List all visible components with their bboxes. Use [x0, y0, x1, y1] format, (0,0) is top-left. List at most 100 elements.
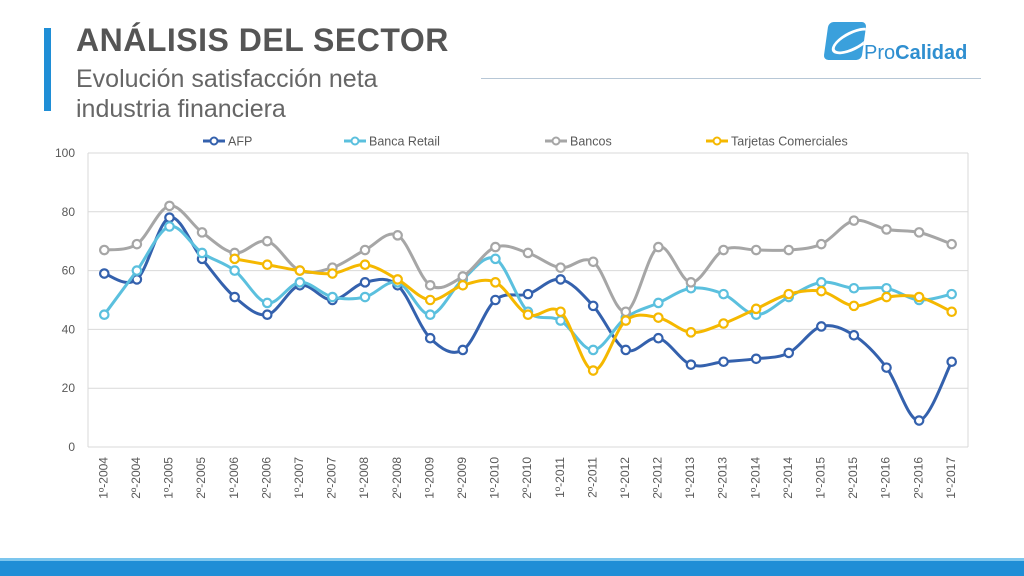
legend-item-afp: AFP: [203, 135, 252, 149]
legend-marker: [209, 136, 219, 146]
x-tick-label: 2º-2008: [390, 457, 404, 499]
data-point-tarjetas-comerciales: [848, 300, 860, 312]
data-point-bancos: [783, 244, 795, 256]
data-point-tarjetas-comerciales: [816, 285, 827, 297]
data-point-tarjetas-comerciales: [620, 315, 632, 326]
data-point-afp: [229, 291, 240, 303]
data-point-afp: [490, 294, 501, 306]
legend-marker: [712, 136, 722, 146]
data-point-tarjetas-comerciales: [359, 259, 371, 271]
data-point-bancos: [424, 279, 436, 291]
title-accent-bar: [44, 28, 51, 111]
legend-item-banca-retail: Banca Retail: [344, 135, 440, 149]
procalidad-logo: ProCalidad: [823, 20, 986, 68]
data-point-tarjetas-comerciales: [685, 327, 697, 338]
x-tick-label: 2º-2009: [455, 457, 469, 499]
data-point-tarjetas-comerciales: [555, 306, 566, 318]
data-point-tarjetas-comerciales: [783, 288, 795, 300]
x-tick-label: 2º-2010: [520, 457, 534, 499]
y-tick-label: 80: [62, 205, 76, 219]
data-point-bancos: [653, 241, 664, 253]
chart-series: [98, 200, 958, 426]
data-point-bancos: [457, 271, 469, 282]
slide-title: ANÁLISIS DEL SECTOR: [76, 22, 449, 58]
data-point-banca-retail: [718, 288, 729, 300]
data-point-afp: [685, 359, 697, 370]
data-point-bancos: [946, 238, 958, 250]
data-point-tarjetas-comerciales: [261, 259, 273, 271]
y-tick-label: 100: [55, 146, 75, 160]
y-tick-label: 0: [68, 440, 75, 454]
legend-label: Tarjetas Comerciales: [731, 135, 848, 149]
x-tick-label: 2º-2006: [259, 457, 273, 499]
data-point-tarjetas-comerciales: [653, 312, 664, 323]
x-tick-label: 2º-2014: [781, 457, 795, 499]
x-tick-label: 1º-2012: [618, 457, 632, 499]
x-tick-label: 2º-2011: [585, 457, 599, 498]
legend-label: AFP: [228, 135, 252, 149]
data-point-bancos: [718, 244, 729, 256]
data-point-banca-retail: [490, 253, 501, 265]
chart-legend: AFP Banca Retail Bancos Tarjetas Comerciale…: [203, 135, 848, 149]
data-point-afp: [457, 344, 469, 356]
slide-subtitle: Evolución satisfacción neta industria fi…: [76, 65, 378, 123]
data-point-bancos: [131, 238, 143, 250]
series-tarjetas-comerciales: [229, 253, 958, 376]
data-point-bancos: [261, 235, 273, 247]
x-tick-label: 1º-2010: [488, 457, 502, 499]
data-point-tarjetas-comerciales: [229, 253, 240, 265]
data-point-tarjetas-comerciales: [913, 291, 925, 303]
data-point-afp: [816, 321, 827, 332]
x-tick-label: 1º-2014: [748, 457, 762, 499]
data-point-tarjetas-comerciales: [946, 306, 958, 318]
data-point-banca-retail: [424, 309, 436, 320]
data-point-banca-retail: [946, 288, 958, 300]
y-tick-label: 40: [62, 322, 76, 336]
data-point-banca-retail: [229, 265, 240, 276]
data-point-banca-retail: [881, 282, 892, 294]
data-point-tarjetas-comerciales: [327, 268, 338, 279]
data-point-banca-retail: [98, 309, 110, 320]
x-tick-label: 1º-2008: [357, 457, 371, 499]
data-point-bancos: [555, 262, 566, 273]
data-point-afp: [620, 344, 632, 356]
data-point-afp: [653, 332, 664, 344]
data-point-afp: [783, 347, 795, 359]
legend-label: Banca Retail: [369, 135, 440, 149]
x-tick-label: 2º-2015: [846, 457, 860, 499]
x-tick-label: 1º-2005: [162, 457, 176, 499]
y-tick-label: 60: [62, 264, 76, 278]
data-point-afp: [913, 415, 925, 426]
header-divider: [481, 78, 981, 79]
data-point-afp: [164, 212, 175, 223]
data-point-afp: [848, 329, 860, 341]
x-tick-label: 1º-2004: [96, 457, 110, 499]
data-point-afp: [359, 277, 371, 288]
x-tick-label: 2º-2013: [716, 457, 730, 499]
data-point-tarjetas-comerciales: [392, 274, 403, 285]
legend-marker: [551, 136, 561, 146]
x-tick-label: 2º-2012: [651, 457, 665, 499]
data-point-banca-retail: [653, 297, 664, 309]
data-point-afp: [522, 288, 534, 300]
data-point-bancos: [848, 215, 860, 226]
data-point-afp: [946, 356, 958, 368]
data-point-afp: [98, 268, 110, 279]
data-point-bancos: [881, 224, 892, 235]
x-tick-label: 2º-2004: [129, 457, 143, 499]
data-point-banca-retail: [587, 344, 599, 356]
data-point-bancos: [359, 244, 371, 256]
logo-text-light: Pro: [864, 42, 896, 64]
data-point-tarjetas-comerciales: [587, 365, 599, 376]
y-tick-label: 20: [62, 381, 76, 395]
data-point-afp: [718, 356, 729, 368]
logo-text-bold: Calidad: [895, 42, 968, 64]
data-point-banca-retail: [261, 297, 273, 309]
data-point-tarjetas-comerciales: [424, 294, 436, 306]
x-tick-label: 2º-2007: [325, 457, 339, 499]
data-point-bancos: [98, 244, 110, 256]
data-point-bancos: [164, 200, 175, 212]
data-point-tarjetas-comerciales: [718, 318, 729, 329]
data-point-bancos: [392, 230, 403, 241]
